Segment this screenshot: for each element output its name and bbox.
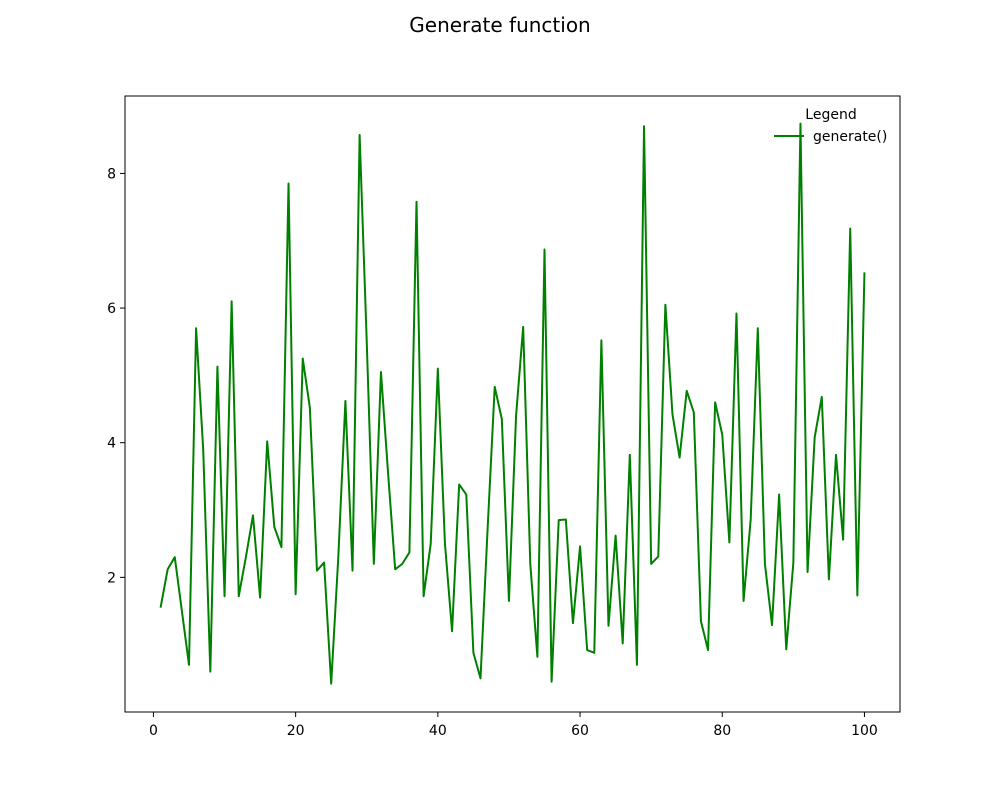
y-tick-label: 6 <box>107 301 116 317</box>
plot-area: 0 20 40 60 80 100 2 4 6 8 Legend generate() <box>107 95 901 739</box>
axes-frame <box>124 95 901 713</box>
y-tick-label: 2 <box>107 570 116 586</box>
chart-title: Generate function <box>409 13 590 37</box>
series-line-generate <box>159 122 866 685</box>
x-tick-label: 100 <box>851 723 878 739</box>
x-tick-label: 60 <box>571 723 589 739</box>
y-tick-label: 4 <box>107 436 116 452</box>
legend-title: Legend <box>805 107 856 123</box>
x-tick-label: 80 <box>713 723 731 739</box>
x-tick-label: 20 <box>287 723 305 739</box>
legend-entry-label: generate() <box>813 129 887 145</box>
x-tick-label: 0 <box>149 723 158 739</box>
y-tick-label: 8 <box>107 166 116 182</box>
x-tick-label: 40 <box>429 723 447 739</box>
